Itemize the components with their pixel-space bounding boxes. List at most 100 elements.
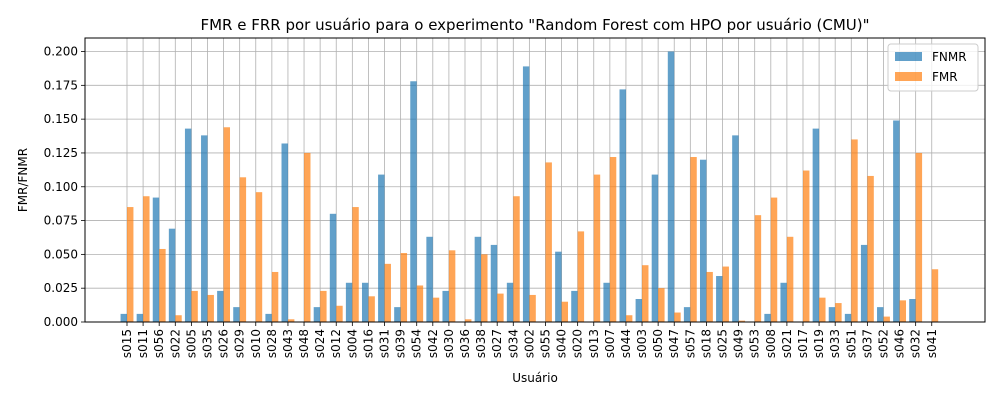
bar-fmr-s026 [223, 127, 231, 322]
bar-fnmr-s049 [732, 135, 739, 322]
bar-fmr-s055 [545, 162, 552, 322]
y-tick-label: 0.200 [44, 45, 78, 59]
bar-fnmr-s024 [313, 307, 321, 322]
bar-fmr-s024 [320, 290, 327, 322]
x-tick-label: s004 [345, 329, 359, 358]
chart-title: FMR e FRR por usuário para o experimento… [200, 16, 869, 34]
bar-fmr-s029 [239, 177, 247, 322]
bar-fmr-s039 [400, 253, 408, 322]
bar-fmr-s056 [159, 248, 166, 322]
bar-fnmr-s051 [844, 313, 852, 322]
bar-fmr-s020 [577, 231, 585, 322]
bar-fnmr-s042 [426, 236, 433, 322]
x-tick-label: s019 [812, 329, 826, 358]
x-tick-label: s051 [844, 329, 858, 358]
x-tick-label: s054 [410, 329, 424, 358]
bar-fnmr-s002 [522, 66, 530, 323]
bar-fmr-s057 [690, 157, 697, 322]
bar-fmr-s043 [287, 319, 295, 322]
x-tick-label: s048 [297, 329, 311, 358]
x-tick-label: s015 [120, 329, 134, 358]
x-tick-label: s042 [426, 329, 440, 358]
bar-fnmr-s057 [683, 307, 691, 322]
bar-fnmr-s005 [184, 128, 192, 322]
y-axis-label: FMR/FNMR [16, 148, 30, 212]
x-tick-label: s031 [378, 329, 392, 358]
bar-fmr-s050 [658, 288, 665, 322]
x-tick-label: s030 [442, 329, 456, 358]
bar-fmr-s008 [770, 197, 778, 322]
x-tick-label: s052 [876, 329, 890, 358]
bar-fnmr-s037 [860, 244, 868, 322]
bar-fnmr-s026 [217, 290, 224, 322]
bar-fmr-s027 [497, 293, 504, 322]
bar-fmr-s007 [609, 157, 617, 322]
bar-fmr-s011 [143, 196, 150, 322]
bar-fmr-s005 [191, 290, 198, 322]
x-tick-label: s029 [233, 329, 247, 358]
bar-fmr-s031 [384, 263, 391, 322]
x-tick-label: s039 [394, 329, 408, 358]
x-axis: s015 s011 s056 s022 s005 s035 s026 s029 s010 s028… [120, 322, 939, 358]
x-tick-label: s025 [716, 329, 730, 358]
bar-fnmr-s022 [168, 228, 176, 322]
y-tick-label: 0.000 [44, 315, 78, 329]
bar-fnmr-s015 [120, 313, 127, 322]
x-tick-label: s044 [619, 329, 633, 358]
bar-fnmr-s052 [877, 307, 884, 322]
bar-fmr-s013 [593, 174, 601, 322]
bar-fnmr-s040 [555, 251, 562, 322]
y-tick-label: 0.150 [44, 112, 78, 126]
bar-fmr-s047 [674, 312, 681, 322]
bars [120, 51, 939, 323]
bar-fnmr-s028 [265, 313, 272, 322]
x-tick-label: s021 [780, 329, 794, 358]
bar-fnmr-s034 [506, 282, 514, 322]
y-tick-label: 0.075 [44, 214, 78, 228]
legend-label-fnmr: FNMR [932, 50, 967, 64]
bar-fmr-s018 [706, 271, 713, 322]
x-tick-label: s055 [538, 329, 552, 358]
x-tick-label: s020 [571, 329, 585, 358]
bar-fnmr-s011 [136, 313, 144, 322]
bar-fmr-s042 [432, 297, 440, 322]
bar-fnmr-s008 [764, 313, 771, 322]
bar-fmr-s022 [175, 315, 182, 322]
bar-fnmr-s046 [893, 120, 900, 322]
x-tick-label: s038 [474, 329, 488, 358]
x-tick-label: s041 [925, 329, 939, 358]
x-tick-label: s017 [796, 329, 810, 358]
x-tick-label: s005 [184, 329, 198, 358]
bar-fnmr-s012 [329, 213, 337, 322]
x-tick-label: s046 [893, 329, 907, 358]
x-tick-label: s011 [136, 329, 150, 358]
bar-fmr-s002 [529, 294, 536, 322]
bar-fmr-s004 [352, 207, 359, 322]
y-tick-label: 0.125 [44, 146, 78, 160]
x-tick-label: s008 [764, 329, 778, 358]
x-tick-label: s034 [506, 329, 520, 358]
bar-fnmr-s043 [281, 143, 288, 322]
bar-fnmr-s031 [378, 174, 385, 322]
x-tick-label: s040 [555, 329, 569, 358]
bar-fnmr-s056 [152, 197, 160, 322]
bar-fnmr-s039 [394, 307, 401, 322]
x-tick-label: s007 [603, 329, 617, 358]
bar-fnmr-s020 [571, 290, 578, 322]
bar-fnmr-s025 [716, 276, 723, 322]
y-axis: 0.000 0.025 0.050 0.075 0.100 0.125 0.150 0.175… [44, 45, 85, 329]
x-tick-label: s049 [732, 329, 746, 358]
x-tick-label: s028 [265, 329, 279, 358]
bar-fmr-s028 [271, 271, 279, 322]
y-tick-label: 0.025 [44, 281, 78, 295]
bar-fnmr-s030 [442, 290, 449, 322]
bar-fmr-s048 [304, 152, 311, 322]
plot-frame [84, 37, 986, 323]
bar-fnmr-s054 [410, 81, 417, 323]
bar-fmr-s044 [625, 315, 633, 322]
y-tick-label: 0.175 [44, 78, 78, 92]
bar-fmr-s030 [448, 250, 456, 322]
x-tick-label: s033 [828, 329, 842, 358]
bar-fnmr-s027 [490, 244, 498, 322]
bar-fmr-s038 [481, 254, 488, 322]
